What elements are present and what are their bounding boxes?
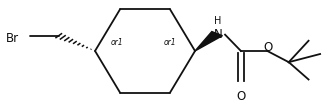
Polygon shape <box>195 32 222 51</box>
Text: or1: or1 <box>111 38 123 47</box>
Text: Br: Br <box>6 32 19 45</box>
Text: O: O <box>263 41 273 54</box>
Text: N: N <box>214 28 222 41</box>
Text: H: H <box>214 16 221 26</box>
Text: O: O <box>236 90 246 103</box>
Text: or1: or1 <box>164 38 176 47</box>
